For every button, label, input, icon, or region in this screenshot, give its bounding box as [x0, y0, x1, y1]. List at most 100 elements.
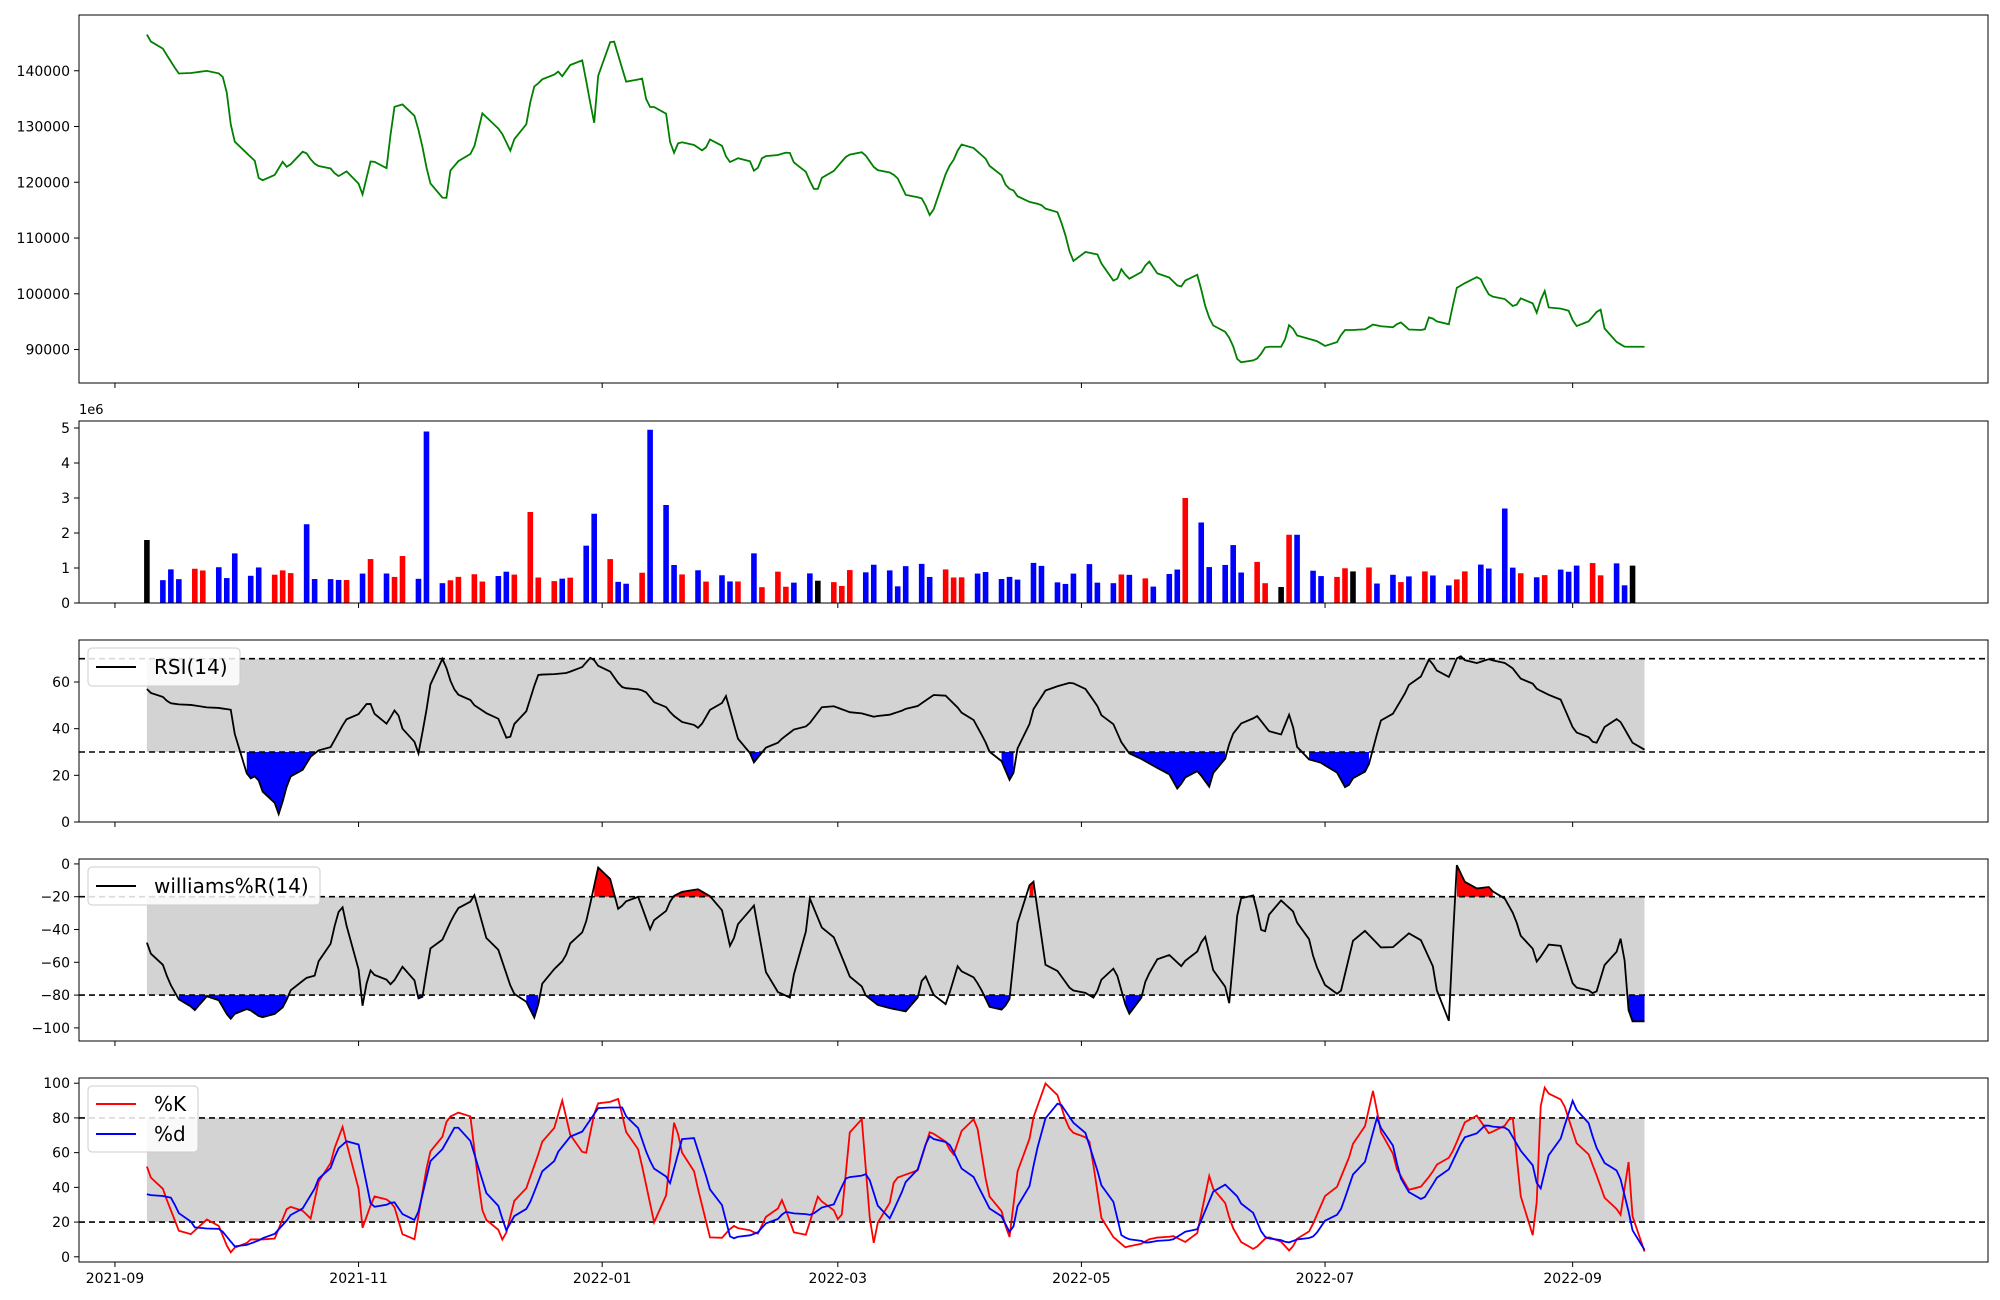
volume-bar [391, 576, 398, 603]
volume-bar [1238, 572, 1244, 603]
volume-bar [1541, 575, 1548, 603]
volume-bar [303, 524, 310, 603]
volume-bar [751, 553, 757, 603]
volume-bar [1350, 571, 1356, 603]
volume-bar [1446, 585, 1452, 603]
rsi-legend: RSI(14) [87, 647, 241, 687]
volume-bar [1501, 508, 1508, 603]
rsi-y-tick-label: 20 [52, 768, 70, 784]
volume-bar [894, 586, 901, 603]
d-legend-label: %d [154, 1122, 186, 1146]
volume-bar [1254, 561, 1260, 603]
volume-bar [886, 570, 893, 603]
williams-y-tick-label: 0 [61, 857, 70, 873]
volume-bar [1118, 574, 1125, 603]
volume-bar [255, 567, 262, 603]
stoch-y-tick-label: 40 [52, 1180, 70, 1196]
volume-bar [735, 581, 741, 603]
volume-panel: 0 1 2 3 4 5 1e6 [61, 403, 1989, 612]
volume-bar [591, 513, 597, 603]
volume-bar [359, 573, 366, 603]
stoch-y-tick-label: 80 [52, 1111, 70, 1127]
volume-y-tick-label: 1 [61, 561, 70, 577]
volume-bar [1374, 583, 1380, 603]
volume-bar [583, 545, 589, 603]
volume-bar [1454, 579, 1460, 603]
k-legend-label: %K [154, 1092, 187, 1116]
volume-bar [495, 576, 502, 603]
rsi-panel: 0 20 40 60 RSI(14) [52, 639, 1989, 831]
stoch-y-tick-label: 60 [52, 1146, 70, 1162]
volume-bar [1517, 573, 1524, 603]
volume-bar [1094, 582, 1101, 603]
volume-bar [567, 577, 574, 603]
volume-bar [1573, 565, 1580, 603]
volume-bar [551, 581, 558, 603]
volume-bar [918, 563, 925, 603]
stoch-axes-frame [78, 1077, 1989, 1263]
volume-bar [1406, 576, 1412, 603]
volume-bar [439, 583, 446, 603]
volume-bar [1278, 587, 1284, 603]
price-y-tick-label: 100000 [17, 287, 70, 303]
volume-y-tick-label: 4 [61, 456, 70, 472]
volume-bar [223, 578, 230, 603]
rsi-y-tick-label: 40 [52, 722, 70, 738]
volume-bar [663, 505, 669, 603]
volume-bar [958, 577, 965, 603]
rsi-threshold-band [146, 658, 1645, 752]
volume-bar [950, 577, 957, 603]
williams-y-tick-label: −40 [40, 923, 70, 939]
volume-bar [647, 429, 653, 603]
volume-bar [200, 570, 206, 603]
volume-bar [1086, 564, 1093, 603]
williams-legend-label: williams%R(14) [154, 874, 309, 898]
volume-bar [791, 582, 797, 603]
volume-bar [559, 578, 566, 603]
volume-bar [607, 559, 613, 603]
volume-bar [982, 572, 989, 603]
williams-oversold-fill [1125, 995, 1142, 1014]
price-line [146, 34, 1645, 364]
volume-bar [839, 585, 845, 603]
volume-bar [1318, 576, 1324, 603]
price-y-tick-label: 110000 [17, 231, 70, 247]
volume-bar [719, 575, 725, 603]
williams-y-tick-label: −100 [32, 1021, 70, 1037]
price-y-tick-label: 90000 [25, 343, 70, 359]
volume-bar [1174, 569, 1181, 603]
rsi-line [146, 655, 1645, 817]
volume-bar [271, 574, 278, 603]
volume-bar [1054, 582, 1061, 603]
x-tick-label: 2021-09 [86, 1271, 145, 1287]
volume-bar [902, 566, 909, 603]
volume-bar [727, 581, 733, 603]
x-axis: 2021-09 2021-11 2022-01 2022-03 2022-05 2022-… [86, 1271, 1602, 1287]
x-tick-label: 2022-05 [1052, 1271, 1111, 1287]
volume-bar [1006, 576, 1013, 603]
volume-bar [870, 564, 877, 603]
williams-y-tick-label: −80 [40, 988, 70, 1004]
volume-bar [415, 578, 422, 603]
stochastic-panel: 0 20 40 60 80 100 %K %d [43, 1076, 1989, 1267]
volume-bar [1478, 564, 1484, 603]
price-axes-background [79, 15, 1988, 383]
williams-threshold-band [146, 896, 1645, 996]
volume-bar [1262, 583, 1268, 603]
volume-bar [846, 570, 853, 603]
volume-bar [279, 570, 286, 603]
volume-bar [783, 586, 789, 603]
volume-bar [1126, 574, 1133, 603]
williams-panel: −100 −80 −60 −40 −20 0 williams%R(14) [32, 857, 1989, 1046]
volume-bar [1557, 569, 1564, 603]
williams-oversold-fill [985, 995, 1010, 1010]
x-tick-label: 2022-07 [1296, 1271, 1355, 1287]
volume-bar [1629, 565, 1636, 603]
stoch-y-tick-label: 100 [43, 1076, 70, 1092]
stochastic-legend-box [87, 1085, 199, 1153]
volume-bar [1030, 562, 1037, 603]
volume-bar [1430, 575, 1436, 603]
price-y-tick-label: 120000 [17, 175, 70, 191]
volume-bar [1166, 573, 1173, 603]
volume-bar [535, 577, 542, 603]
